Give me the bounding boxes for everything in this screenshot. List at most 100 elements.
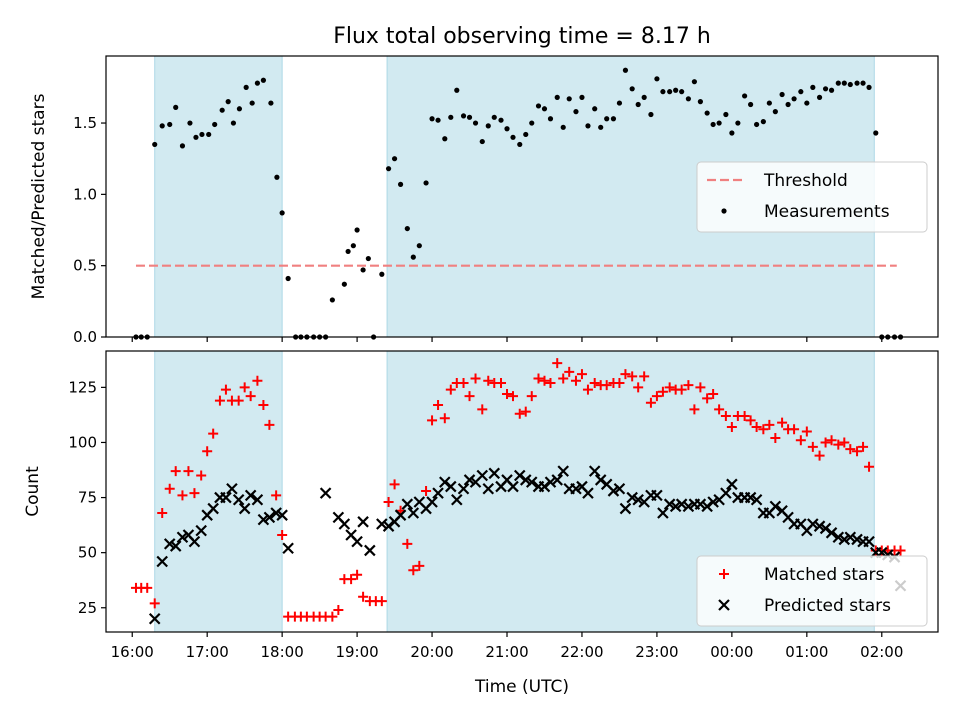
data-point (514, 408, 525, 419)
data-point (801, 426, 812, 437)
data-point (391, 156, 398, 162)
data-point (598, 124, 604, 130)
data-point (457, 482, 470, 495)
data-point (825, 527, 838, 539)
data-point (397, 181, 404, 187)
data-point (847, 81, 853, 88)
data-point (206, 131, 212, 138)
data-point (610, 116, 617, 122)
data-point (199, 131, 205, 138)
data-point (177, 490, 188, 501)
data-point (279, 210, 285, 216)
data-point (822, 86, 829, 92)
ratio-axes: 0.0 0.5 1.0 1.5 Matched/Predicted stars (29, 55, 939, 346)
data-point (582, 384, 593, 395)
data-point (477, 404, 488, 415)
data-point (507, 480, 519, 493)
data-point (863, 535, 875, 548)
data-point (551, 474, 564, 486)
data-point (364, 544, 376, 557)
data-point (243, 84, 249, 90)
data-point (214, 395, 225, 406)
data-point (327, 611, 338, 622)
y-axis-label: Count (23, 466, 43, 517)
data-point (816, 94, 823, 100)
data-point (754, 121, 760, 128)
y-tick-label: 125 (68, 378, 97, 396)
data-point (357, 516, 369, 528)
data-point (895, 545, 906, 556)
data-point (249, 100, 255, 106)
data-point (466, 114, 473, 120)
data-point (716, 120, 722, 126)
data-point (142, 582, 153, 593)
data-point (764, 419, 775, 430)
legend-box (696, 555, 928, 627)
data-point (263, 511, 276, 524)
data-point (582, 487, 594, 499)
ratio-legend: Threshold Measurements (696, 161, 928, 233)
legend-marker (718, 599, 730, 611)
data-point (533, 373, 544, 384)
data-point (629, 86, 635, 92)
data-point (513, 469, 526, 482)
data-point (745, 415, 756, 426)
data-point (157, 507, 168, 518)
x-tick-label: 01:00 (785, 643, 828, 661)
x-tick-label: 22:00 (560, 643, 603, 661)
y-axis-label: Matched/Predicted stars (29, 93, 49, 299)
data-point (726, 422, 737, 433)
data-point (360, 267, 366, 273)
y-tick-label: 75 (78, 489, 97, 507)
data-point (432, 487, 444, 499)
data-point (772, 109, 778, 115)
y-tick-label: 50 (78, 544, 97, 562)
legend-label: Matched stars (764, 565, 884, 585)
data-point (770, 433, 781, 444)
data-point (742, 93, 748, 99)
data-point (376, 518, 388, 530)
data-point (702, 393, 713, 404)
data-point (472, 120, 479, 126)
data-point (538, 480, 551, 493)
shaded-interval-0 (154, 56, 283, 337)
data-point (202, 446, 213, 457)
x-tick-label: 18:00 (261, 643, 304, 661)
ratio-plot-area (133, 67, 904, 340)
data-point (410, 254, 416, 260)
y-tick-label: 0.5 (73, 257, 97, 275)
y-tick-label: 1.0 (73, 185, 97, 203)
data-point (760, 119, 766, 125)
data-point (220, 491, 232, 504)
data-point (660, 89, 666, 95)
data-point (785, 101, 791, 108)
data-point (651, 391, 662, 402)
data-point (517, 141, 523, 148)
data-point (379, 271, 385, 277)
data-point (589, 377, 600, 388)
data-point (627, 371, 638, 382)
data-point (854, 80, 860, 86)
data-point (445, 384, 456, 395)
data-point (236, 106, 243, 112)
data-point (633, 382, 644, 393)
data-point (720, 487, 732, 499)
data-point (695, 382, 706, 393)
data-point (866, 84, 872, 90)
data-point (676, 384, 687, 395)
legend-marker (719, 569, 729, 579)
data-point (826, 435, 837, 446)
data-point (828, 87, 835, 93)
data-point (873, 130, 879, 136)
data-point (423, 180, 429, 186)
data-point (622, 67, 629, 73)
data-point (271, 490, 282, 501)
data-point (464, 391, 475, 402)
legend-marker (721, 208, 727, 214)
data-point (819, 522, 832, 535)
y-tick-label: 0.0 (73, 328, 97, 346)
data-point (616, 100, 623, 106)
data-point (351, 535, 363, 548)
data-point (433, 399, 444, 410)
axes-frame (105, 55, 939, 338)
